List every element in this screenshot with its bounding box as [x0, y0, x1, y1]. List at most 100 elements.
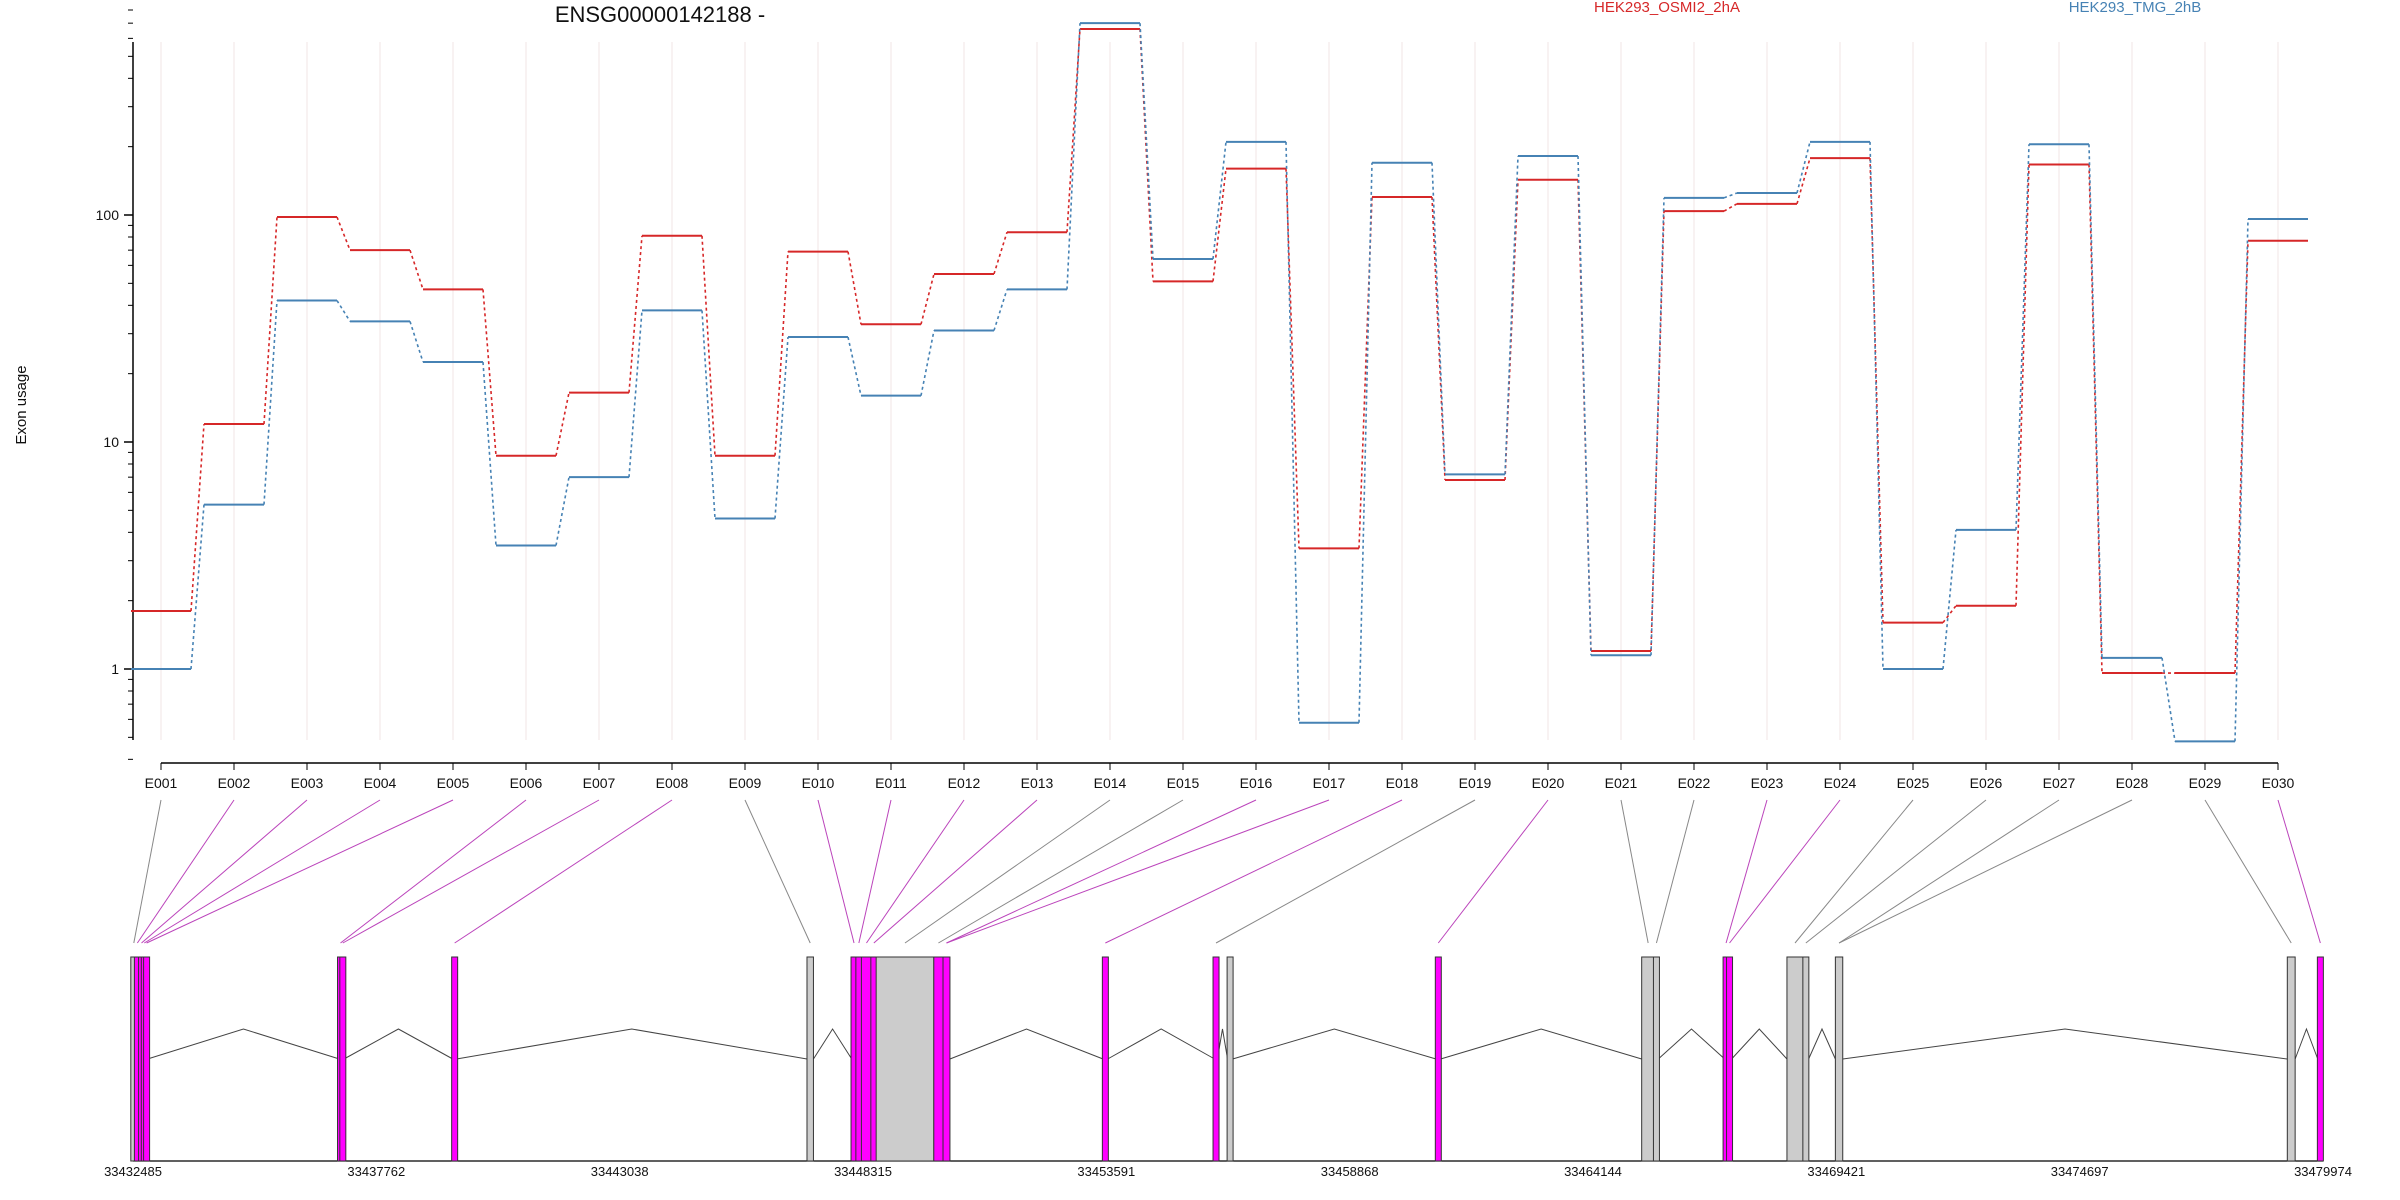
exon-link-line	[2277, 799, 2321, 944]
x-tick-label: E007	[583, 775, 616, 791]
genomic-tick-label: 33437762	[347, 1164, 405, 1179]
exon-box	[1802, 956, 1810, 1162]
x-tick-label: E012	[948, 775, 981, 791]
exon-link-line	[136, 799, 235, 944]
series-connector	[2088, 144, 2103, 658]
y-axis-label: Exon usage	[13, 365, 30, 444]
exon-box	[1226, 956, 1234, 1162]
series-connector	[1942, 605, 1957, 624]
exon-link-line	[744, 799, 811, 944]
exon-link-line	[1105, 799, 1403, 944]
x-tick-label: E009	[729, 775, 762, 791]
x-tick-label: E016	[1240, 775, 1273, 791]
intron-line	[343, 1028, 454, 1060]
exon-box	[1641, 956, 1656, 1162]
series-connector	[847, 251, 862, 325]
exon-link-line	[938, 799, 1184, 944]
series-connector	[263, 216, 278, 425]
series-connector	[1285, 141, 1300, 723]
series-connector	[190, 423, 205, 612]
exon-box	[143, 956, 151, 1162]
series-connector	[1796, 141, 1811, 194]
exon-box	[2316, 956, 2324, 1162]
exon-link-line	[858, 799, 892, 944]
series-connector	[1285, 168, 1300, 549]
x-tick-label: E006	[510, 775, 543, 791]
series-2	[131, 22, 2308, 743]
legend-entry-series-1: HEK293_OSMI2_2hA	[1594, 0, 1740, 16]
exon-link-line	[1805, 799, 1987, 944]
series-connector	[847, 336, 862, 396]
chart-title: ENSG00000142188 -	[555, 2, 765, 27]
series-connector	[1869, 141, 1884, 670]
y-tick-label: 10	[103, 434, 119, 450]
series-connector	[993, 289, 1008, 331]
exon-box	[942, 956, 951, 1162]
x-tick-label: E004	[364, 775, 397, 791]
x-tick-label: E019	[1459, 775, 1492, 791]
series-connector	[1212, 168, 1227, 282]
intron-line	[1842, 1028, 2288, 1060]
series-connector	[920, 273, 935, 325]
series-connector	[1066, 28, 1081, 233]
series-connector	[482, 289, 497, 456]
grid-layer	[160, 42, 2279, 740]
exon-link-line	[342, 799, 600, 944]
exon-link-line	[817, 799, 855, 944]
exon-box	[1212, 956, 1220, 1162]
intron-line	[456, 1028, 808, 1060]
x-tick-label: E021	[1605, 775, 1638, 791]
x-tick-label: E030	[2262, 775, 2295, 791]
exon-box	[1726, 956, 1734, 1162]
x-tick-label: E023	[1751, 775, 1784, 791]
exon-box	[2286, 956, 2296, 1162]
intron-line	[1107, 1028, 1215, 1060]
series-1	[131, 27, 2308, 675]
x-tick-label: E001	[145, 775, 178, 791]
exon-link-line	[1729, 799, 1841, 944]
x-tick-label: E014	[1094, 775, 1127, 791]
exon-link-line	[144, 799, 381, 944]
series-connector	[2015, 144, 2030, 530]
exon-link-line	[141, 799, 308, 944]
series-connector	[336, 216, 351, 251]
intron-line	[1808, 1027, 1836, 1060]
exon-link-line	[1655, 799, 1695, 944]
x-tick-label: E013	[1021, 775, 1054, 791]
exon-box	[1834, 956, 1844, 1162]
series-connector	[1431, 196, 1446, 481]
series-connector	[263, 300, 278, 505]
series-connector	[482, 361, 497, 546]
series-connector	[1358, 196, 1373, 549]
x-tick-label: E028	[2116, 775, 2149, 791]
x-tick-label: E010	[802, 775, 835, 791]
x-tick-label: E002	[218, 775, 251, 791]
exon-box	[806, 956, 814, 1162]
exon-link-line	[454, 799, 673, 944]
series-connector	[409, 249, 424, 290]
genomic-tick-label: 33453591	[1077, 1164, 1135, 1179]
series-connector	[1577, 155, 1592, 656]
x-tick-label: E011	[875, 775, 907, 791]
genomic-tick-label: 33448315	[834, 1164, 892, 1179]
series-connector	[1139, 23, 1154, 260]
series-connector	[1431, 162, 1446, 475]
exon-link-line	[146, 799, 454, 944]
intron-line	[147, 1028, 340, 1060]
x-tick-label: E018	[1386, 775, 1419, 791]
exon-box	[1652, 956, 1660, 1162]
x-tick-label: E026	[1970, 775, 2003, 791]
exon-link-line	[1838, 799, 2133, 944]
exon-link-line	[1215, 799, 1476, 944]
series-connector	[701, 235, 716, 456]
exon-link-line	[133, 799, 162, 944]
genomic-tick-label: 33432485	[104, 1164, 162, 1179]
x-tick-label: E025	[1897, 775, 1930, 791]
series-connector	[2161, 657, 2176, 742]
series-connector	[774, 336, 789, 519]
genomic-tick-label: 33474697	[2051, 1164, 2109, 1179]
intron-line	[1657, 1028, 1726, 1060]
exon-link-line	[1838, 799, 2060, 944]
series-connector	[920, 330, 935, 396]
